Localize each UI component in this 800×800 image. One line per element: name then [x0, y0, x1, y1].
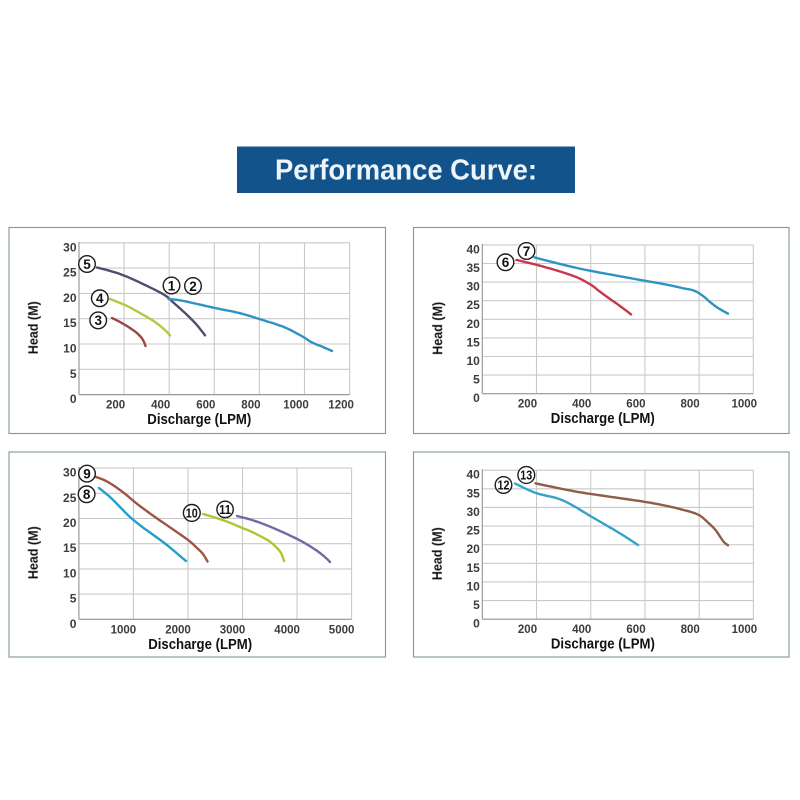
svg-text:30: 30	[63, 466, 77, 480]
svg-text:1000: 1000	[732, 624, 758, 636]
svg-text:10: 10	[63, 566, 77, 580]
svg-text:400: 400	[151, 400, 170, 412]
svg-text:5: 5	[70, 367, 77, 381]
svg-text:20: 20	[466, 542, 480, 556]
svg-text:1: 1	[168, 278, 176, 293]
svg-text:6: 6	[502, 255, 510, 270]
svg-text:15: 15	[466, 335, 480, 349]
svg-text:3000: 3000	[220, 624, 246, 636]
svg-text:5: 5	[473, 373, 480, 387]
svg-text:600: 600	[626, 624, 645, 636]
svg-text:25: 25	[63, 491, 77, 505]
svg-text:30: 30	[466, 505, 480, 519]
svg-text:Performance Curve:: Performance Curve:	[275, 155, 537, 187]
svg-text:2: 2	[189, 279, 197, 294]
svg-text:400: 400	[572, 624, 591, 636]
svg-text:25: 25	[63, 266, 77, 280]
svg-text:Discharge (LPM): Discharge (LPM)	[147, 412, 251, 428]
svg-text:4000: 4000	[274, 624, 300, 636]
svg-text:10: 10	[466, 354, 480, 368]
svg-text:10: 10	[186, 506, 198, 521]
svg-text:1200: 1200	[328, 400, 354, 412]
svg-text:200: 200	[518, 399, 537, 411]
svg-text:13: 13	[520, 468, 532, 483]
svg-text:25: 25	[466, 524, 480, 538]
svg-text:20: 20	[63, 516, 77, 530]
svg-text:25: 25	[466, 298, 480, 312]
svg-text:15: 15	[63, 316, 77, 330]
svg-text:800: 800	[241, 400, 260, 412]
svg-text:200: 200	[106, 400, 125, 412]
svg-text:Head (M): Head (M)	[25, 301, 41, 354]
svg-text:1000: 1000	[732, 399, 758, 411]
svg-text:20: 20	[466, 317, 480, 331]
svg-text:Discharge (LPM): Discharge (LPM)	[551, 637, 655, 653]
svg-text:0: 0	[473, 391, 480, 405]
svg-text:0: 0	[70, 617, 77, 631]
svg-text:Head (M): Head (M)	[429, 302, 445, 355]
svg-text:5: 5	[70, 592, 77, 606]
svg-text:0: 0	[70, 392, 77, 406]
svg-text:5: 5	[83, 257, 91, 272]
svg-text:12: 12	[498, 478, 510, 493]
svg-text:10: 10	[466, 580, 480, 594]
svg-text:0: 0	[473, 617, 480, 631]
svg-text:10: 10	[63, 342, 77, 356]
svg-text:40: 40	[466, 468, 480, 482]
svg-text:1000: 1000	[283, 400, 309, 412]
svg-text:40: 40	[466, 242, 480, 256]
svg-text:35: 35	[466, 261, 480, 275]
svg-text:30: 30	[466, 280, 480, 294]
svg-text:15: 15	[63, 541, 77, 555]
svg-text:800: 800	[681, 624, 700, 636]
svg-text:200: 200	[518, 624, 537, 636]
svg-text:20: 20	[63, 291, 77, 305]
svg-text:9: 9	[83, 466, 91, 481]
svg-text:Head (M): Head (M)	[25, 526, 41, 579]
svg-text:800: 800	[681, 399, 700, 411]
svg-text:Discharge (LPM): Discharge (LPM)	[148, 637, 252, 653]
svg-text:11: 11	[219, 502, 231, 517]
svg-text:Discharge (LPM): Discharge (LPM)	[551, 411, 655, 427]
svg-text:5000: 5000	[329, 624, 355, 636]
svg-text:600: 600	[196, 400, 215, 412]
svg-text:7: 7	[523, 244, 531, 259]
svg-text:600: 600	[626, 399, 645, 411]
svg-text:35: 35	[466, 486, 480, 500]
svg-text:5: 5	[473, 598, 480, 612]
svg-text:3: 3	[94, 313, 102, 328]
svg-text:Head (M): Head (M)	[429, 527, 445, 580]
svg-text:8: 8	[83, 487, 91, 502]
svg-text:15: 15	[466, 561, 480, 575]
svg-text:400: 400	[572, 399, 591, 411]
svg-text:30: 30	[63, 240, 77, 254]
svg-text:4: 4	[96, 291, 104, 306]
svg-text:1000: 1000	[111, 624, 137, 636]
svg-text:2000: 2000	[165, 624, 191, 636]
